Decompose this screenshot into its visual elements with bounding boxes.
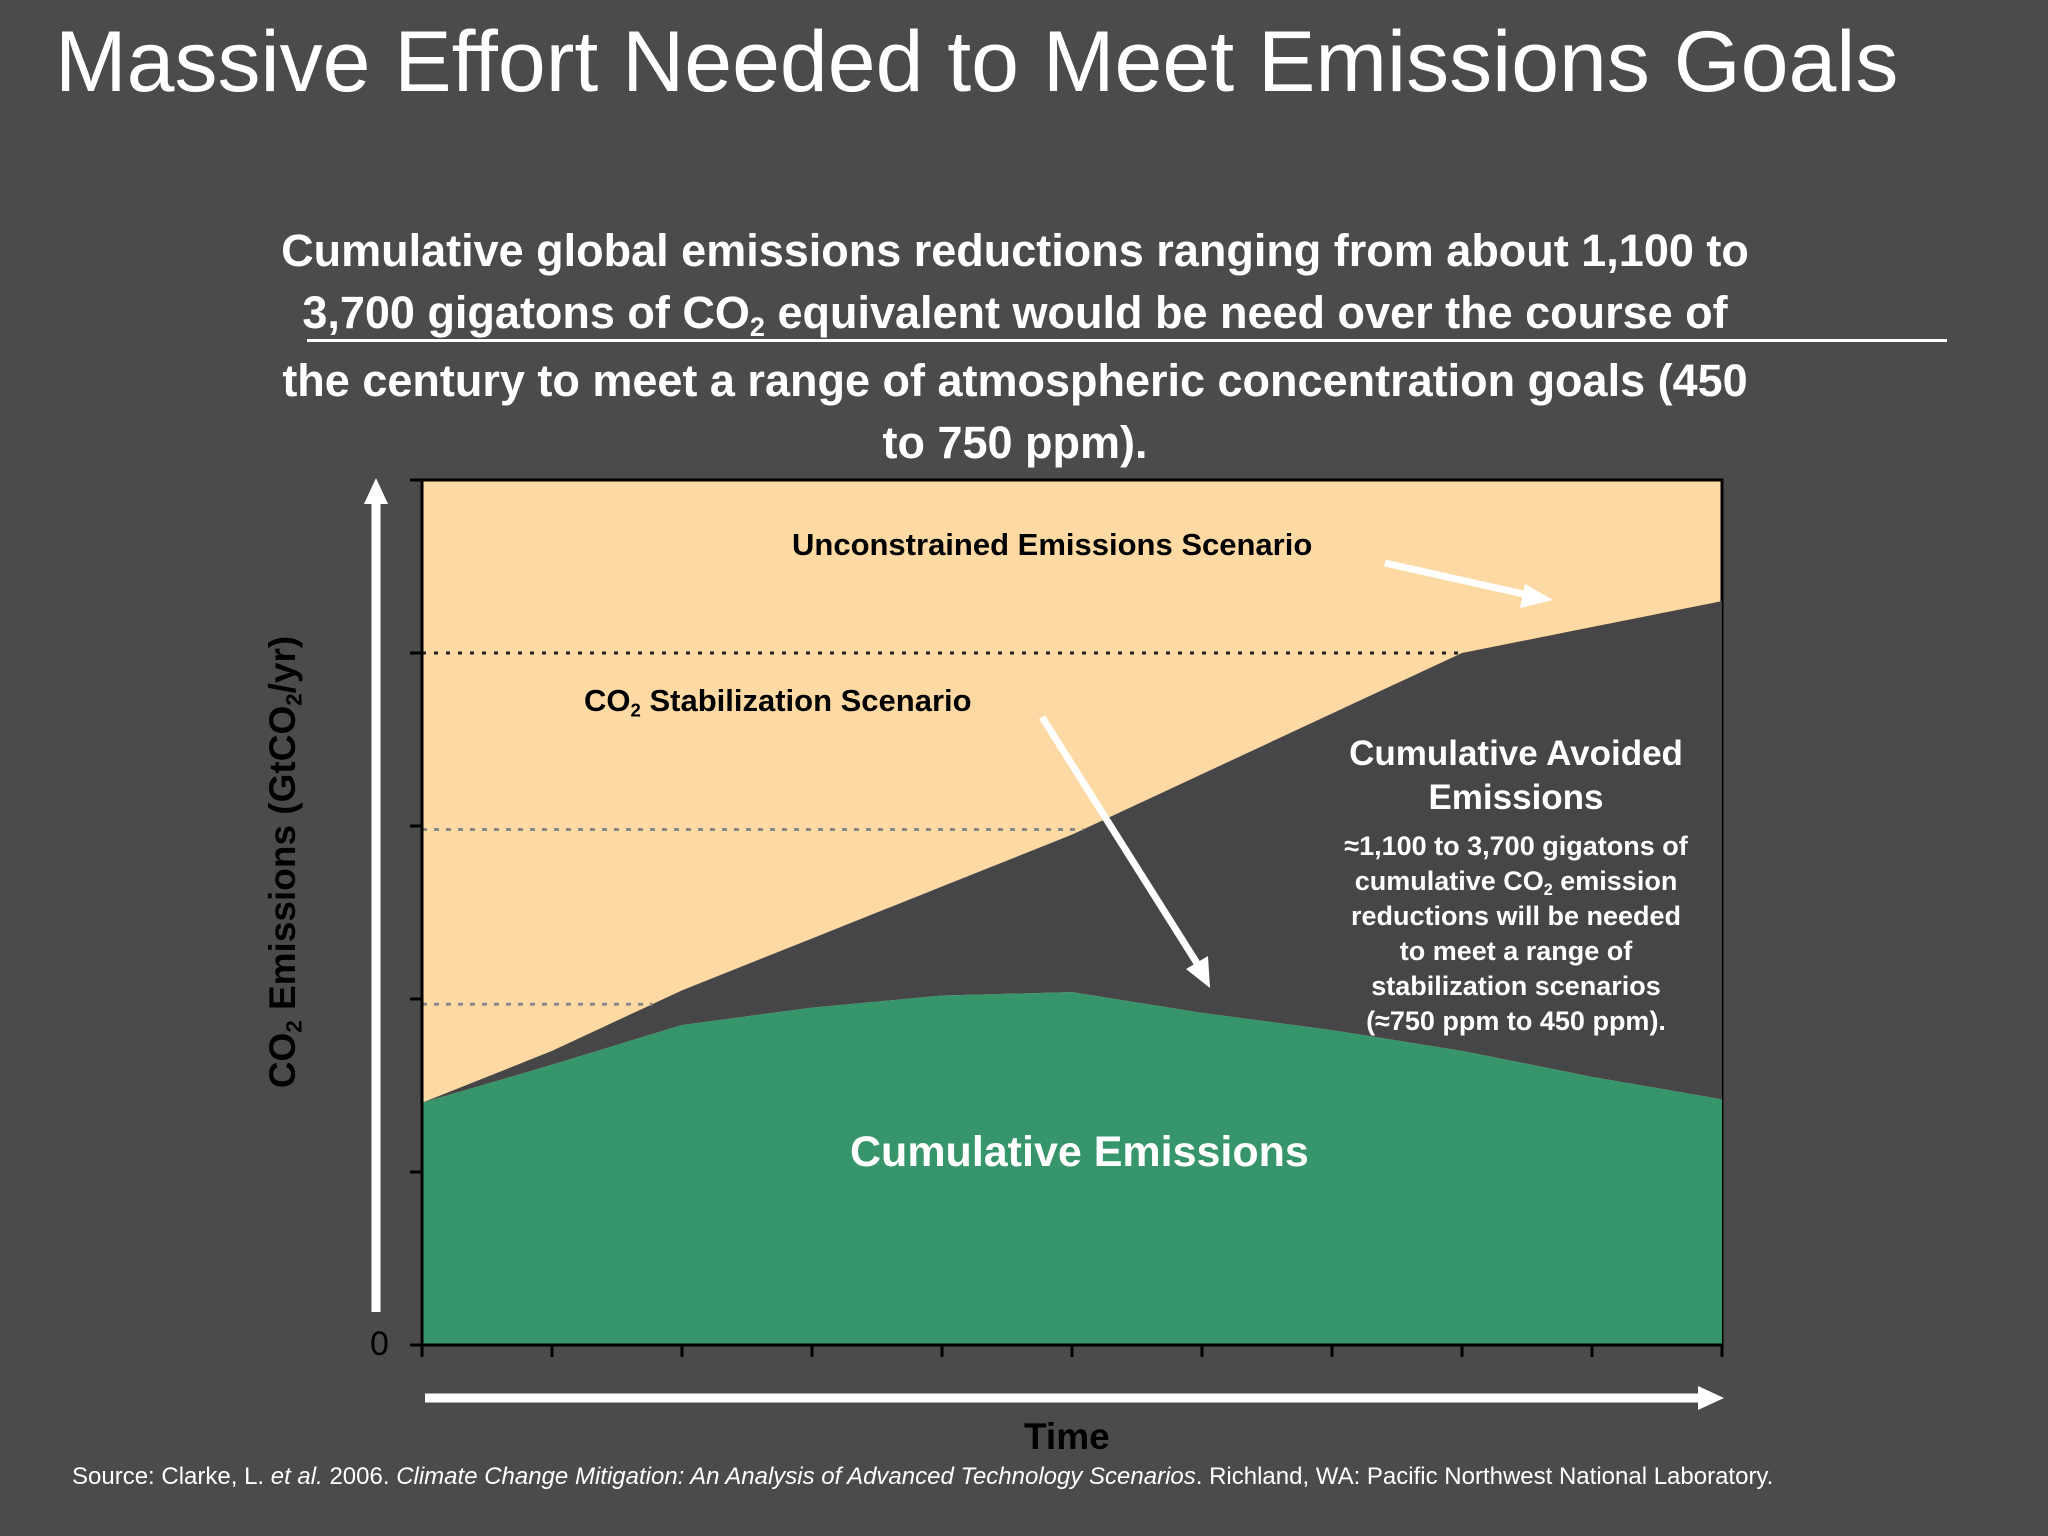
subtitle-line-3: the century to meet a range of atmospher… (282, 355, 1748, 406)
avoided-emissions-title: Cumulative Avoided Emissions (1349, 734, 1683, 817)
stabilization-label: CO2 Stabilization Scenario (584, 683, 972, 721)
x-axis-label: Time (1024, 1416, 1110, 1457)
cumulative-emissions-label: Cumulative Emissions (850, 1128, 1309, 1176)
y-axis-arrowhead (364, 478, 388, 504)
source-citation: Source: Clarke, L. et al. 2006. Climate … (72, 1463, 1774, 1490)
avoided-emissions-note: ≈1,100 to 3,700 gigatons of cumulative C… (1344, 831, 1688, 1036)
stabilization-arrow (1039, 715, 1203, 970)
unconstrained-arrowhead (1520, 584, 1553, 608)
subtitle-underline (307, 339, 1947, 342)
y-zero-label: 0 (370, 1325, 389, 1363)
subtitle-line-4: to 750 ppm). (882, 417, 1148, 468)
stabilization-arrowhead (1186, 956, 1210, 988)
unconstrained-arrow (1384, 559, 1538, 601)
unconstrained-label: Unconstrained Emissions Scenario (792, 527, 1313, 562)
subtitle-line-2: 3,700 gigatons of CO2 equivalent would b… (302, 287, 1728, 343)
subtitle-line-1: Cumulative global emissions reductions r… (281, 225, 1749, 276)
series-area-avoided (422, 601, 1722, 1103)
series-area-stabilization (422, 992, 1722, 1345)
y-axis-label: CO2 Emissions (GtCO2/yr) (262, 635, 307, 1089)
slide-title: Massive Effort Needed to Meet Emissions … (55, 14, 1899, 110)
slide-subtitle: Cumulative global emissions reductions r… (140, 220, 1890, 474)
x-axis-arrowhead (1698, 1386, 1724, 1410)
